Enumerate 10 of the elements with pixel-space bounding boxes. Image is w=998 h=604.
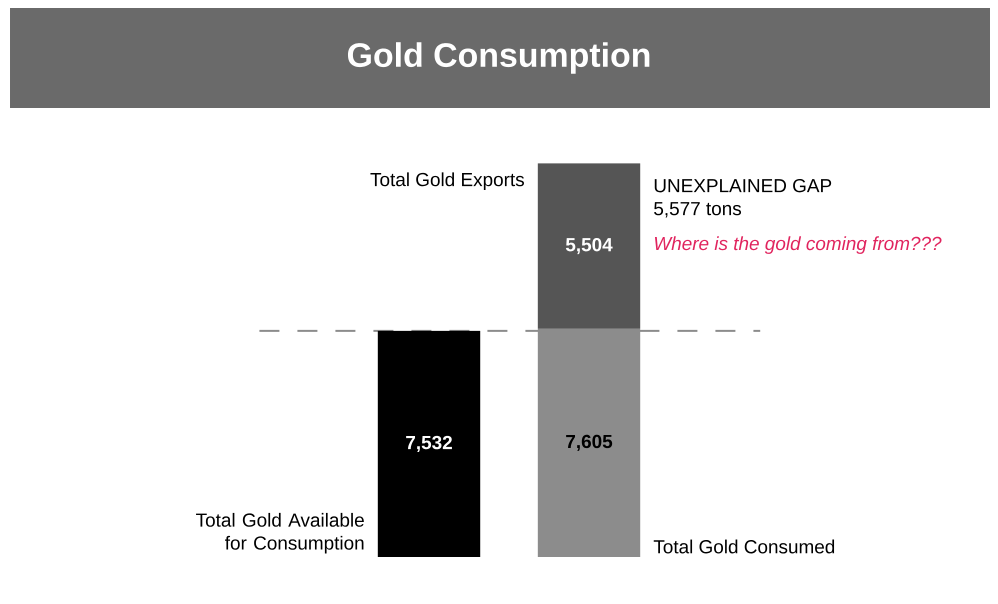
data-label: 5,504 xyxy=(566,238,613,254)
chart-title: Gold Consumption xyxy=(348,42,650,74)
data-label: 7,532 xyxy=(406,436,452,452)
series-label: Total Gold Available for Consumption xyxy=(196,512,364,554)
annotation: Where is the gold coming from??? xyxy=(654,236,942,254)
annotation: UNEXPLAINED GAP xyxy=(654,178,832,192)
series-label: Total Gold Consumed xyxy=(654,540,834,554)
series-label: Total Gold Exports xyxy=(370,172,524,190)
data-label: 7,605 xyxy=(566,434,612,451)
annotation: 5,577 tons xyxy=(654,202,742,218)
